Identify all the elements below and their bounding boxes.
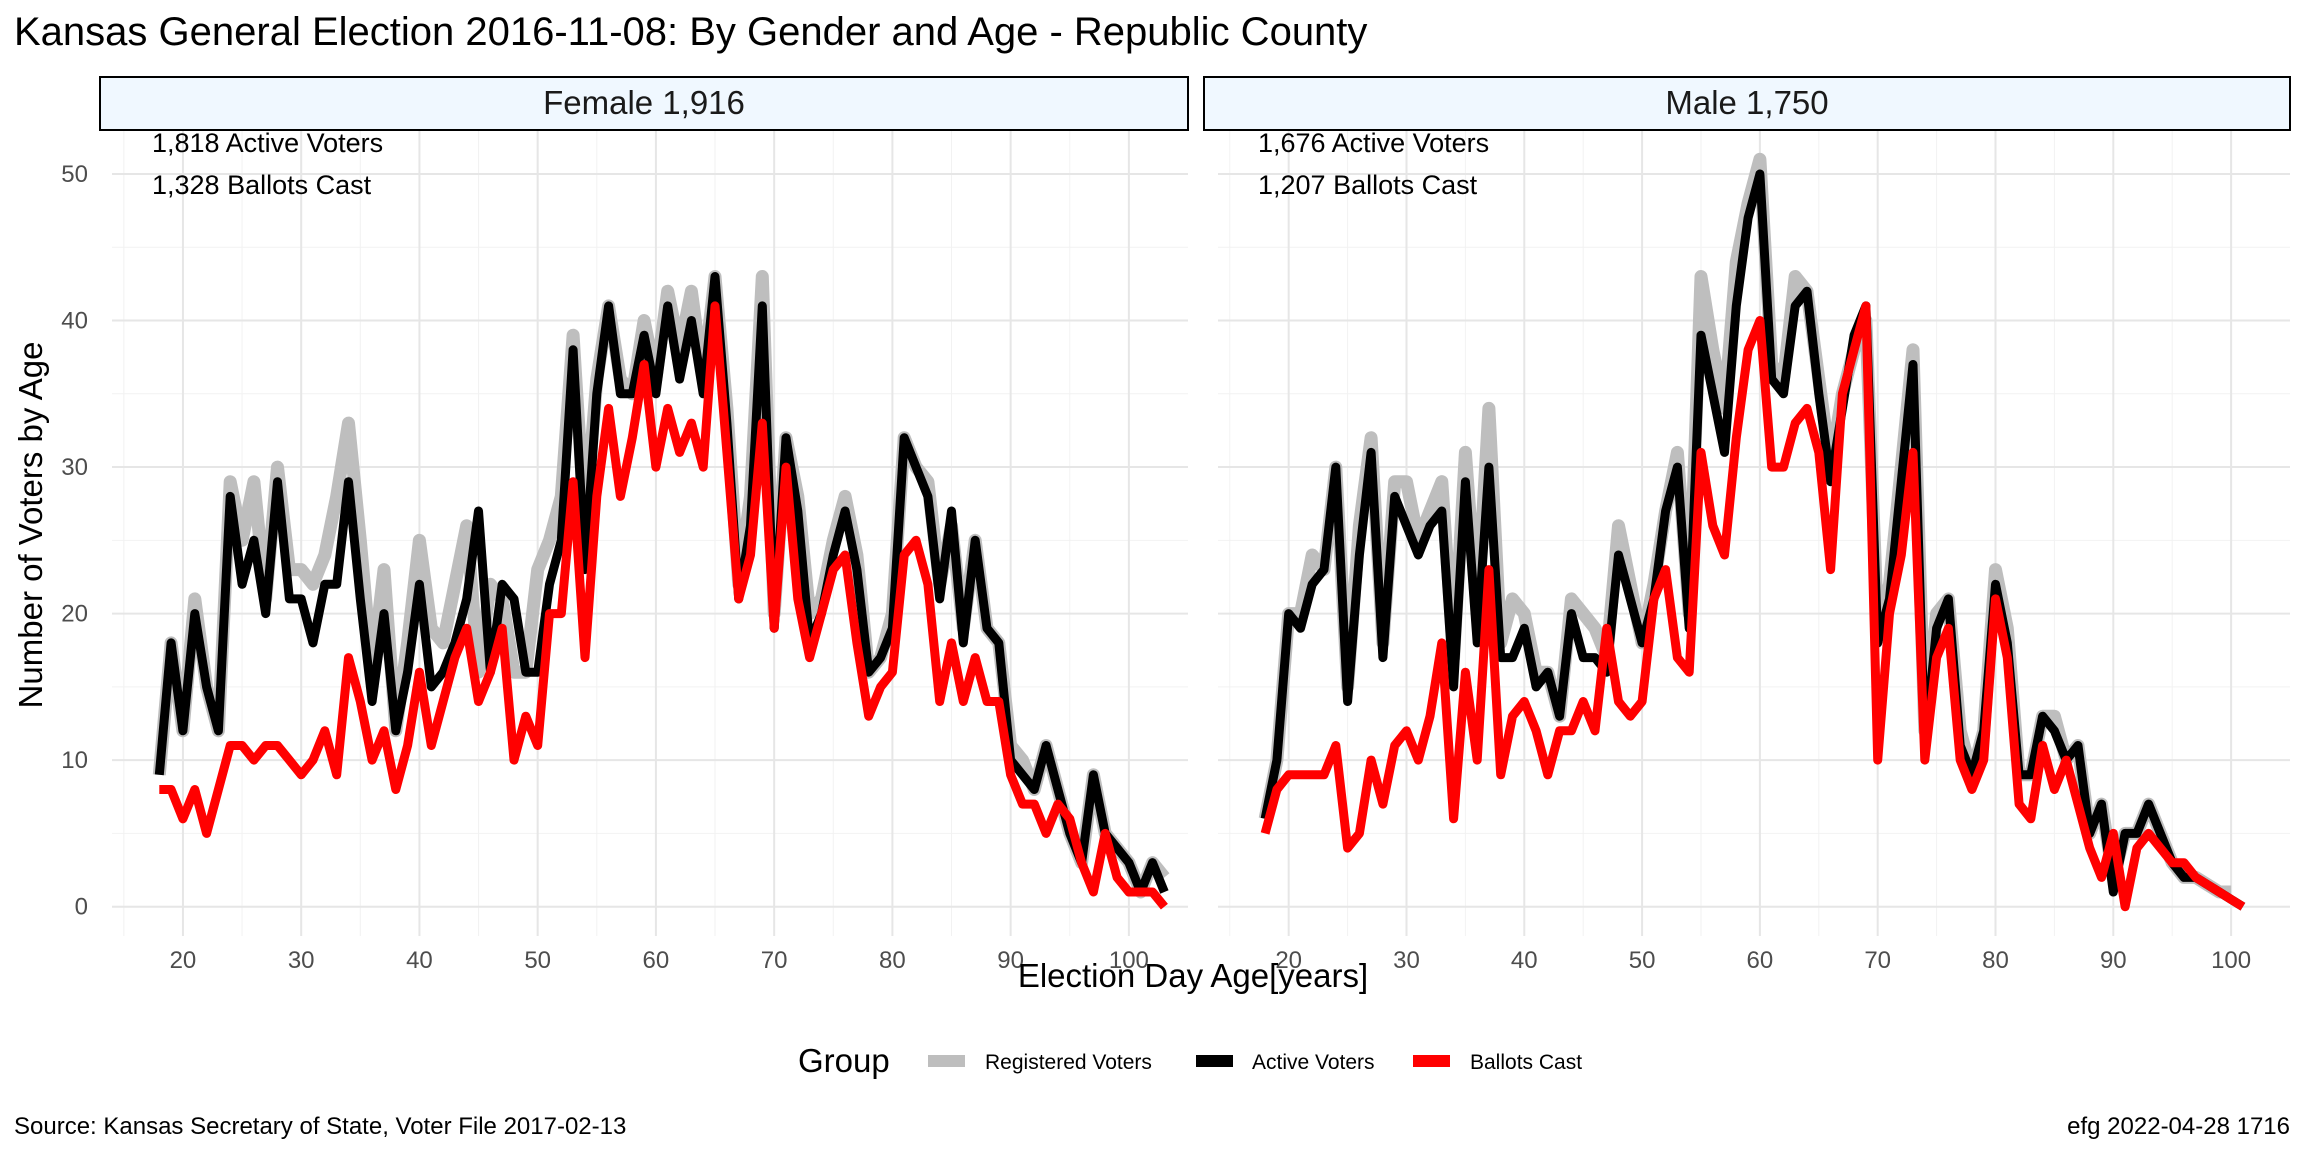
x-tick-label: 50 (524, 947, 551, 974)
x-tick-label: 40 (406, 947, 433, 974)
x-tick-label: 60 (1747, 947, 1774, 974)
panels: Female 1,916 20 30 40 50 60 70 80 90 100 0 10 20 30 40… (61, 76, 2291, 974)
x-tick-label: 20 (170, 947, 197, 974)
x-tick-label: 30 (288, 947, 315, 974)
x-tick-label: 80 (1982, 947, 2009, 974)
y-axis-label: Number of Voters by Age (12, 342, 49, 709)
y-tick-label: 20 (61, 601, 88, 628)
panel-annotation: 1,328 Ballots Cast (152, 170, 372, 200)
legend-label-registered: Registered Voters (985, 1051, 1152, 1074)
chart-title: Kansas General Election 2016-11-08: By G… (14, 10, 1367, 54)
y-tick-label: 30 (61, 454, 88, 481)
panel-annotation: 1,818 Active Voters (152, 128, 383, 158)
x-tick-label: 100 (2211, 947, 2251, 974)
legend-label-ballots: Ballots Cast (1470, 1051, 1582, 1074)
series-line-ballots-cast (1260, 301, 2246, 912)
series-line-ballots-cast (159, 301, 1168, 910)
y-tick-label: 0 (75, 894, 88, 921)
facet-strip-label: Female 1,916 (543, 84, 745, 121)
x-tick-label: 40 (1511, 947, 1538, 974)
x-tick-label: 70 (761, 947, 788, 974)
x-tick-label: 80 (879, 947, 906, 974)
legend-title: Group (798, 1042, 890, 1079)
facet-strip (1203, 76, 2291, 131)
y-tick-label: 10 (61, 747, 88, 774)
x-tick-label: 60 (643, 947, 670, 974)
panel-annotation: 1,207 Ballots Cast (1258, 170, 1478, 200)
x-tick-label: 90 (2100, 947, 2127, 974)
x-tick-label: 20 (1275, 947, 1302, 974)
source-caption: Source: Kansas Secretary of State, Voter… (14, 1113, 626, 1140)
legend: Group Registered Voters Active Voters Ba… (798, 1042, 1582, 1079)
footer-stamp: efg 2022-04-28 1716 (2067, 1113, 2290, 1140)
facet-strip (99, 76, 1189, 131)
legend-label-active: Active Voters (1252, 1051, 1375, 1074)
x-tick-label: 100 (1109, 947, 1149, 974)
series-line-active-voters (1260, 169, 2246, 911)
y-tick-label: 40 (61, 308, 88, 335)
series-line-active-voters (154, 272, 1169, 897)
x-tick-label: 50 (1629, 947, 1656, 974)
x-tick-label: 30 (1393, 947, 1420, 974)
y-tick-label: 50 (61, 161, 88, 188)
x-axis-label: Election Day Age[years] (1018, 957, 1368, 994)
facet-strip-label: Male 1,750 (1665, 84, 1828, 121)
panel-0: Female 1,916 20 30 40 50 60 70 80 90 100 0 10 20 30 40… (61, 76, 1189, 974)
panel-1: Male 1,750 20 30 40 50 60 70 80 90 100 1,676 Activ… (1203, 76, 2291, 974)
x-tick-label: 70 (1864, 947, 1891, 974)
panel-annotation: 1,676 Active Voters (1258, 128, 1489, 158)
x-tick-label: 90 (997, 947, 1024, 974)
